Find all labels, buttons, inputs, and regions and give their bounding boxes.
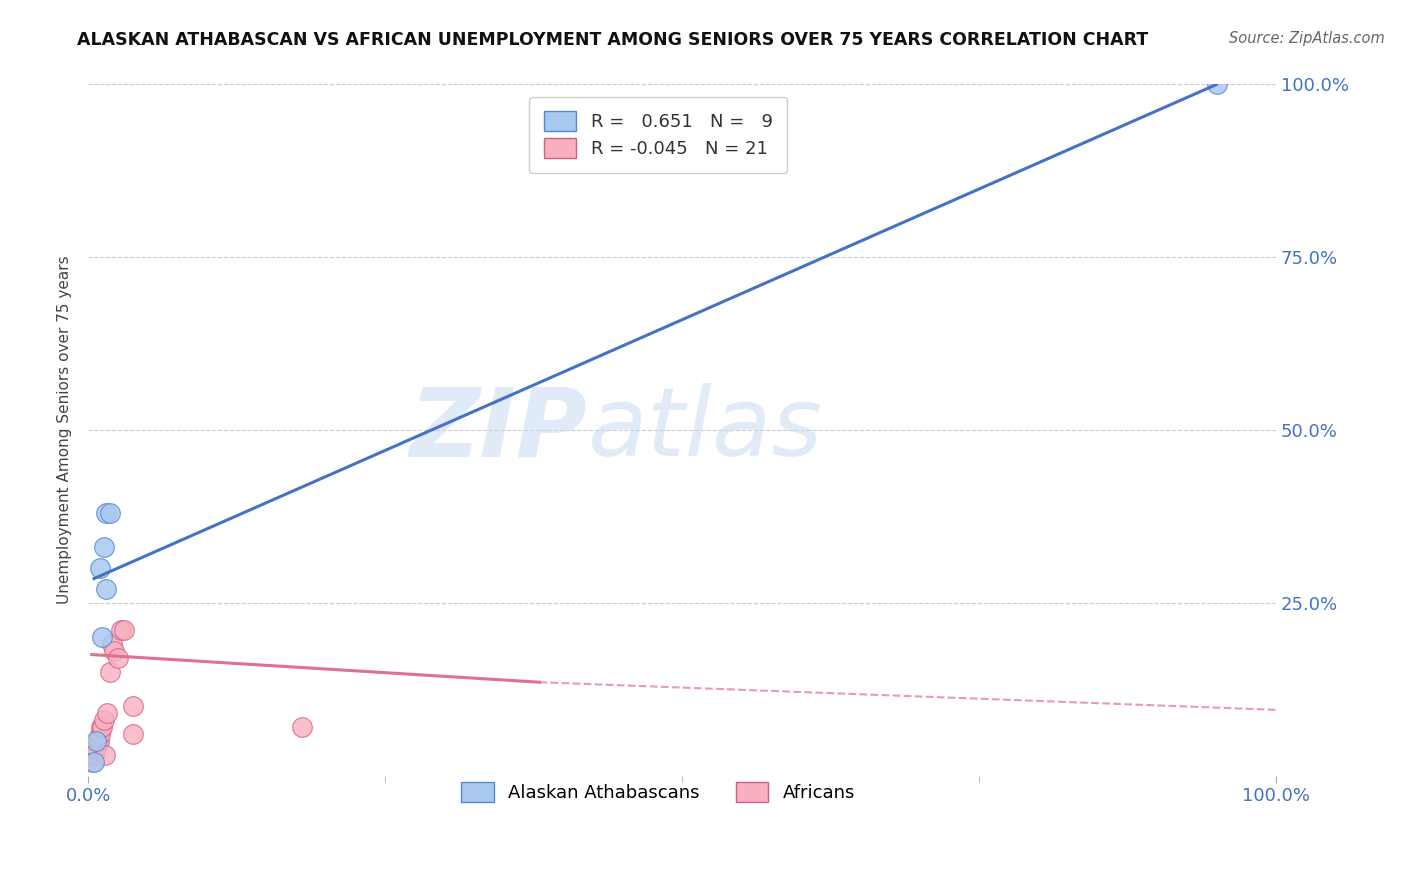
Point [91, 630, 114, 644]
Point [86, 734, 108, 748]
Point [107, 651, 129, 665]
Point [291, 720, 314, 734]
Point [94, 506, 117, 520]
Point [94, 582, 117, 596]
Text: atlas: atlas [588, 384, 823, 476]
Point [112, 624, 135, 638]
Point [83, 755, 105, 769]
Point [89, 727, 111, 741]
Point [98, 506, 121, 520]
Point [101, 637, 124, 651]
Point [122, 699, 145, 714]
Point [96, 706, 118, 721]
Point [89, 561, 111, 575]
Legend: Alaskan Athabascans, Africans: Alaskan Athabascans, Africans [449, 770, 868, 815]
Point [110, 624, 132, 638]
Point [84, 740, 107, 755]
Point [94, 747, 117, 762]
Text: Source: ZipAtlas.com: Source: ZipAtlas.com [1229, 31, 1385, 46]
Point [90, 720, 112, 734]
Point [86, 734, 108, 748]
Point [91, 720, 114, 734]
Text: ZIP: ZIP [409, 384, 588, 476]
Point [87, 734, 110, 748]
Point [103, 644, 125, 658]
Point [93, 713, 115, 727]
Text: ALASKAN ATHABASCAN VS AFRICAN UNEMPLOYMENT AMONG SENIORS OVER 75 YEARS CORRELATI: ALASKAN ATHABASCAN VS AFRICAN UNEMPLOYME… [77, 31, 1149, 49]
Y-axis label: Unemployment Among Seniors over 75 years: Unemployment Among Seniors over 75 years [58, 256, 72, 604]
Point [83, 747, 105, 762]
Point [122, 727, 145, 741]
Point [98, 665, 121, 679]
Point [80, 755, 103, 769]
Point [86, 740, 108, 755]
Point [93, 541, 115, 555]
Point [1205, 78, 1227, 92]
